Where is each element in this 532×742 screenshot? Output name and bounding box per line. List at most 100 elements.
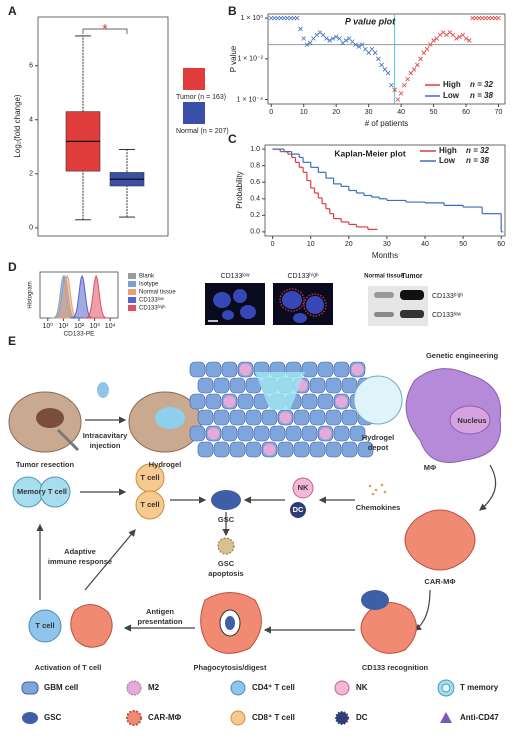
- point: [398, 91, 404, 96]
- label: Nucleus: [457, 416, 486, 425]
- gbm-cell: [205, 393, 222, 410]
- point: [324, 36, 329, 41]
- point: [389, 82, 394, 88]
- legend-label: CD133ˡᵒʷ: [139, 297, 164, 304]
- arrow: [84, 529, 136, 591]
- x-tick-label: 10²: [74, 323, 85, 330]
- label: depot: [368, 443, 389, 452]
- point: [444, 32, 449, 38]
- y-axis-label: P value: [229, 45, 238, 72]
- legend-label: Low: [443, 91, 460, 100]
- point: [483, 15, 488, 21]
- label: Adaptive: [64, 547, 96, 556]
- label: Genetic engineering: [426, 351, 499, 360]
- gbm-cell: [197, 441, 214, 458]
- t-cell: [135, 490, 165, 520]
- gbm-cell: [293, 409, 310, 426]
- legend-icon: [335, 711, 349, 725]
- point: [395, 97, 401, 102]
- arrow: [414, 589, 431, 631]
- label: GSC: [218, 559, 235, 568]
- label: T cell: [35, 621, 54, 630]
- y-tick-label: 0.0: [250, 229, 260, 236]
- significance-bracket: [82, 28, 128, 34]
- label: Intracavitary: [83, 431, 128, 440]
- car-macrophage: [70, 604, 113, 648]
- gbm-cell: [357, 441, 374, 458]
- y-axis-label: Probability: [235, 171, 244, 208]
- point: [421, 50, 427, 55]
- label: MΦ: [424, 463, 436, 472]
- gbm-cell: [229, 377, 246, 394]
- gbm-cell: [213, 409, 230, 426]
- point: [463, 36, 469, 41]
- x-tick-label: 50: [459, 241, 467, 248]
- m2-cell: [319, 427, 332, 440]
- point: [476, 15, 482, 21]
- point: [457, 34, 462, 40]
- point: [298, 26, 303, 32]
- legend-label: High: [443, 80, 461, 89]
- hydrogel: [155, 407, 185, 429]
- x-tick-label: 20: [345, 241, 353, 248]
- gbm-cell: [301, 425, 318, 442]
- legend-swatch: [183, 68, 205, 90]
- chart-title: P value plot: [345, 16, 396, 26]
- m2-cell: [239, 363, 252, 376]
- gbm-cell: [189, 393, 206, 410]
- depot: [353, 375, 403, 425]
- point: [307, 40, 313, 46]
- legend-label: High: [439, 146, 457, 155]
- gbm-cell: [245, 409, 262, 426]
- x-tick-label: 10⁰: [43, 322, 54, 330]
- band: [374, 312, 394, 317]
- memory-cell: [39, 476, 71, 508]
- gbm-cell: [253, 425, 270, 442]
- gbm-cell: [189, 361, 206, 378]
- histogram-peak: [83, 274, 109, 319]
- y-tick-label: 0.4: [250, 196, 260, 203]
- m2-cell: [263, 443, 276, 456]
- x-tick-label: 70: [495, 109, 503, 116]
- point: [379, 62, 384, 68]
- point: [428, 42, 433, 47]
- y-tick-label: 4: [29, 117, 33, 124]
- gbm-cell: [309, 409, 326, 426]
- x-tick-label: 30: [365, 109, 373, 116]
- m2-cell: [279, 411, 292, 424]
- legend-n: n = 32: [466, 146, 489, 155]
- x-tick-label: 0: [269, 109, 273, 116]
- point: [479, 15, 485, 21]
- y-tick-label: 0.8: [250, 163, 260, 170]
- x-tick-label: 50: [430, 109, 438, 116]
- point: [411, 67, 417, 72]
- gbm-cell: [189, 425, 206, 442]
- point: [369, 46, 375, 52]
- point: [405, 76, 410, 82]
- point: [268, 15, 274, 21]
- x-tick-label: 60: [497, 241, 505, 248]
- legend-icon: [334, 680, 350, 696]
- panel-letter: C: [228, 132, 237, 146]
- gbm-cell: [301, 393, 318, 410]
- gbm-cell: [333, 425, 350, 442]
- m2-cell: [223, 395, 236, 408]
- point: [450, 32, 456, 38]
- car-macrophage: [360, 602, 417, 654]
- gbm-cell: [237, 425, 254, 442]
- x-tick-label: 10³: [90, 323, 101, 330]
- gbm-cell: [269, 425, 286, 442]
- legend-label: T memory: [460, 683, 499, 692]
- point: [333, 34, 339, 40]
- gbm-cell: [309, 441, 326, 458]
- y-tick-label: 0: [29, 225, 33, 232]
- point: [437, 32, 443, 38]
- gsc: [225, 616, 235, 630]
- legend-icon: [441, 683, 451, 693]
- legend-n: n = 32: [470, 80, 493, 89]
- y-axis-label: Log₂(fold change): [13, 94, 22, 157]
- x-tick-label: 10: [307, 241, 315, 248]
- label: Hydrogel: [149, 460, 182, 469]
- legend-label: GBM cell: [44, 683, 78, 692]
